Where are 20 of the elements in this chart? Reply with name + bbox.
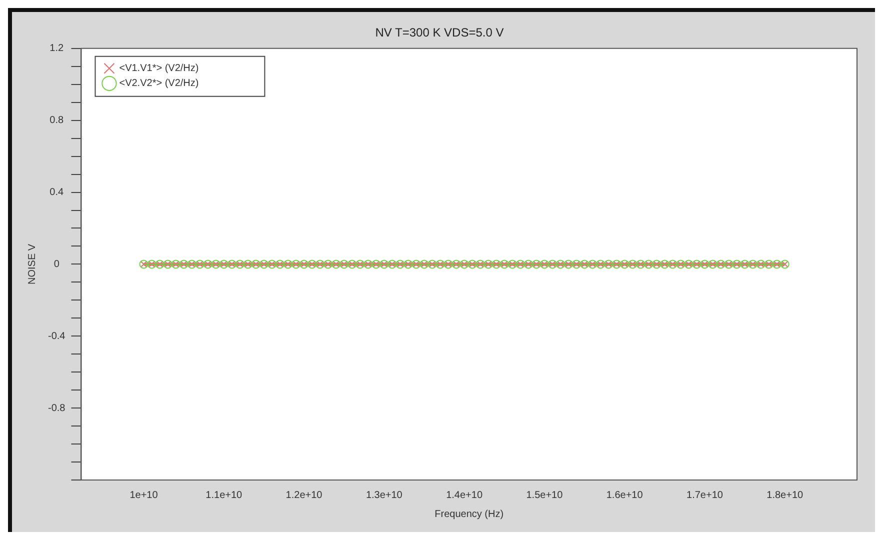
- x-tick-label: 1e+10: [130, 490, 158, 501]
- y-tick-label: 0: [54, 258, 60, 270]
- x-tick-label: 1.6e+10: [606, 490, 644, 501]
- x-tick-label: 1.1e+10: [206, 490, 243, 501]
- legend-label: <V2.V2*> (V2/Hz): [119, 78, 199, 90]
- x-tick-label: 1.8e+10: [766, 490, 804, 501]
- x-tick-label: 1.4e+10: [446, 490, 483, 501]
- chart-title: NV T=300 K VDS=5.0 V: [375, 26, 504, 40]
- y-tick-label: -0.4: [48, 330, 66, 342]
- x-tick-label: 1.5e+10: [526, 490, 564, 501]
- x-tick-label: 1.7e+10: [686, 490, 724, 501]
- x-axis-title: Frequency (Hz): [434, 508, 504, 520]
- legend-label: <V1.V1*> (V2/Hz): [119, 63, 199, 74]
- y-axis-title: NOISE V: [26, 244, 38, 284]
- y-tick-label: 0.4: [50, 187, 64, 198]
- y-tick-label: 0.8: [50, 115, 64, 126]
- x-tick-label: 1.3e+10: [366, 490, 403, 501]
- x-tick-label: 1.2e+10: [286, 490, 323, 501]
- y-tick-label: -0.8: [48, 402, 66, 414]
- y-tick-label: 1.2: [50, 43, 64, 54]
